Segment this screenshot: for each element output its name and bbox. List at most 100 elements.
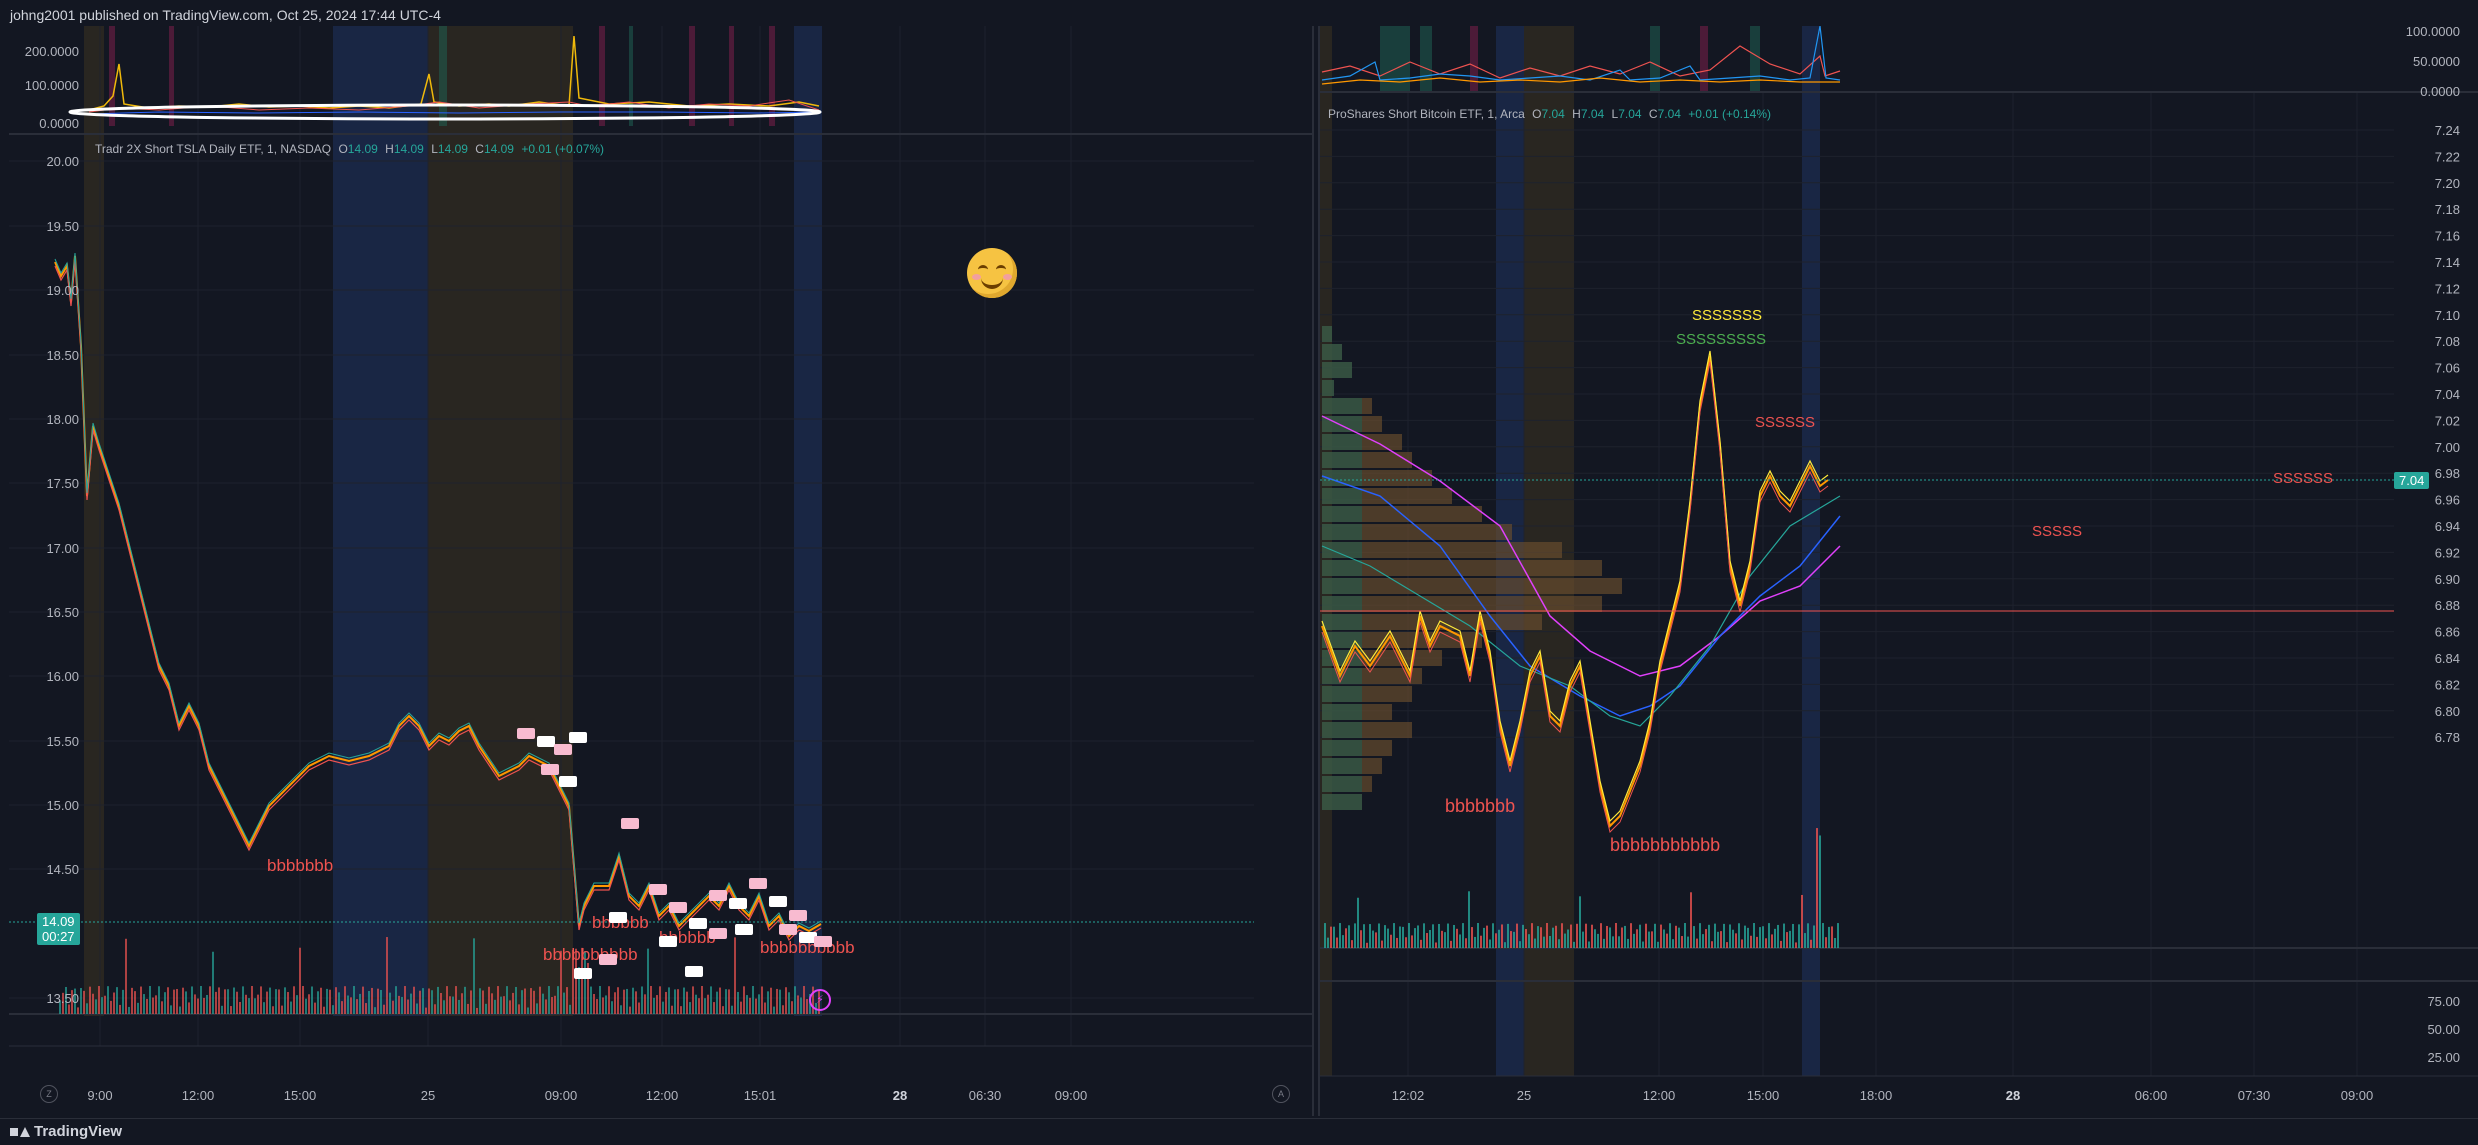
- time-axis-label: 06:00: [2135, 1088, 2168, 1103]
- price-axis-label: 6.80: [2435, 704, 2460, 719]
- price-axis-label: 6.82: [2435, 677, 2460, 692]
- time-axis-label: 25: [1517, 1088, 1531, 1103]
- time-axis-label: 15:01: [744, 1088, 777, 1103]
- time-axis-label: 28: [2006, 1088, 2020, 1103]
- last-price-tag: 14.09 00:27: [37, 913, 80, 945]
- alert-lightning-icon[interactable]: ⚡: [809, 989, 831, 1011]
- close-value: 7.04: [1657, 107, 1681, 121]
- footer-bar: TradingView: [0, 1118, 2478, 1145]
- left-legend: Tradr 2X Short TSLA Daily ETF, 1, NASDAQ…: [95, 142, 605, 156]
- change-value: +0.01 (+0.07%): [521, 142, 605, 156]
- price-axis-label: 7.06: [2435, 361, 2460, 376]
- sell-annotation: SSSSSSSSS: [1676, 331, 1766, 348]
- buy-annotation: bbbbbbb: [267, 856, 333, 875]
- price-axis-label: 6.88: [2435, 598, 2460, 613]
- price-axis-label: 7.14: [2435, 255, 2460, 270]
- price-axis-label: 7.02: [2435, 413, 2460, 428]
- sell-annotation: SSSSSS: [1755, 414, 1815, 431]
- sell-annotation: SSSSSS: [2273, 470, 2333, 487]
- time-axis-label: 09:00: [2341, 1088, 2374, 1103]
- time-axis-label: 25: [421, 1088, 435, 1103]
- tradingview-logo-icon: [10, 1125, 30, 1139]
- high-value: 14.09: [393, 142, 424, 156]
- time-axis-label: 12:00: [646, 1088, 679, 1103]
- oscillator-axis-label: 25.00: [2427, 1050, 2460, 1065]
- right-legend: ProShares Short Bitcoin ETF, 1, Arca O7.…: [1328, 107, 1772, 121]
- last-price-tag: 7.04: [2394, 472, 2430, 489]
- indicator-axis-label: 0.0000: [39, 116, 79, 131]
- price-axis-label: 6.96: [2435, 493, 2460, 508]
- chart-panel-left[interactable]: bbbbbbb bbbbbbbbbb bbbbbb bbbbbb bbbbbbb…: [9, 26, 1314, 1116]
- close-value: 14.09: [483, 142, 514, 156]
- price-axis-label: 18.50: [46, 348, 79, 363]
- price-axis-label: 19.00: [46, 283, 79, 298]
- price-axis-label: 6.94: [2435, 519, 2460, 534]
- time-axis-label: 07:30: [2238, 1088, 2271, 1103]
- low-value: 14.09: [437, 142, 468, 156]
- tradingview-logo[interactable]: TradingView: [10, 1123, 122, 1140]
- time-axis-label: 18:00: [1860, 1088, 1893, 1103]
- right-chart-canvas[interactable]: SSSSSSS SSSSSSSSS SSSSSS SSSSSS SSSSS bb…: [1320, 26, 2478, 1116]
- price-axis-label: 6.98: [2435, 466, 2460, 481]
- time-axis-label: 28: [893, 1088, 907, 1103]
- buy-annotation: bbbbbbbbbbb: [1610, 835, 1720, 855]
- symbol-name: Tradr 2X Short TSLA Daily ETF, 1, NASDAQ: [95, 142, 332, 156]
- buy-annotation: bbbbbbbbbb: [543, 945, 638, 964]
- smiling-face-emoji-icon: [967, 248, 1017, 298]
- sell-annotation: SSSSS: [2032, 523, 2082, 540]
- publish-header: johng2001 published on TradingView.com, …: [0, 0, 2478, 26]
- price-axis-label: 7.16: [2435, 229, 2460, 244]
- price-axis-label: 13.50: [46, 991, 79, 1006]
- price-axis-label: 15.50: [46, 734, 79, 749]
- price-axis-label: 7.20: [2435, 176, 2460, 191]
- time-axis-label: 15:00: [284, 1088, 317, 1103]
- price-axis-label: 6.92: [2435, 545, 2460, 560]
- chart-panel-right[interactable]: SSSSSSS SSSSSSSSS SSSSSS SSSSSS SSSSS bb…: [1318, 26, 2478, 1116]
- price-axis-label: 6.90: [2435, 572, 2460, 587]
- price-axis-label: 6.86: [2435, 625, 2460, 640]
- time-axis-label: 12:00: [182, 1088, 215, 1103]
- zoom-button[interactable]: Z: [40, 1085, 58, 1103]
- price-axis-label: 17.50: [46, 476, 79, 491]
- buy-annotation: bbbbbbb: [1445, 796, 1515, 816]
- symbol-name: ProShares Short Bitcoin ETF, 1, Arca: [1328, 107, 1525, 121]
- price-axis-label: 7.22: [2435, 149, 2460, 164]
- price-axis-label: 7.12: [2435, 281, 2460, 296]
- price-axis-label: 7.10: [2435, 308, 2460, 323]
- time-axis-label: 09:00: [1055, 1088, 1088, 1103]
- indicator-axis-label: 100.0000: [25, 78, 79, 93]
- price-axis-label: 7.24: [2435, 123, 2460, 138]
- oscillator-axis-label: 50.00: [2427, 1022, 2460, 1037]
- time-axis-label: 15:00: [1747, 1088, 1780, 1103]
- high-value: 7.04: [1580, 107, 1605, 121]
- price-axis-label: 18.00: [46, 412, 79, 427]
- price-axis-label: 7.18: [2435, 202, 2460, 217]
- auto-scale-button[interactable]: A: [1272, 1085, 1290, 1103]
- price-axis-label: 17.00: [46, 541, 79, 556]
- time-axis-label: 09:00: [545, 1088, 578, 1103]
- open-value: 7.04: [1541, 107, 1565, 121]
- price-axis-label: 7.04: [2435, 387, 2460, 402]
- publish-text: johng2001 published on TradingView.com, …: [10, 7, 441, 23]
- price-axis-label: 14.50: [46, 862, 79, 877]
- sell-annotation: SSSSSSS: [1692, 307, 1762, 324]
- change-value: +0.01 (+0.14%): [1688, 107, 1772, 121]
- price-axis-label: 16.00: [46, 669, 79, 684]
- brand-name: TradingView: [34, 1123, 123, 1140]
- left-chart-canvas[interactable]: bbbbbbb bbbbbbbbbb bbbbbb bbbbbb bbbbbbb…: [9, 26, 1312, 1116]
- indicator-axis-label: 100.0000: [2406, 26, 2460, 39]
- time-axis-label: 9:00: [87, 1088, 112, 1103]
- price-axis-label: 7.08: [2435, 334, 2460, 349]
- price-axis-label: 15.00: [46, 798, 79, 813]
- indicator-axis-label: 200.0000: [25, 44, 79, 59]
- price-axis-label: 19.50: [46, 219, 79, 234]
- price-axis-label: 7.00: [2435, 440, 2460, 455]
- low-value: 7.04: [1618, 107, 1642, 121]
- time-axis-label: 06:30: [969, 1088, 1002, 1103]
- price-axis-label: 16.50: [46, 605, 79, 620]
- oscillator-axis-label: 75.00: [2427, 994, 2460, 1009]
- price-axis-label: 6.84: [2435, 651, 2460, 666]
- price-axis-label: 20.00: [46, 154, 79, 169]
- indicator-axis-label: 0.0000: [2420, 84, 2460, 99]
- time-axis-label: 12:00: [1643, 1088, 1676, 1103]
